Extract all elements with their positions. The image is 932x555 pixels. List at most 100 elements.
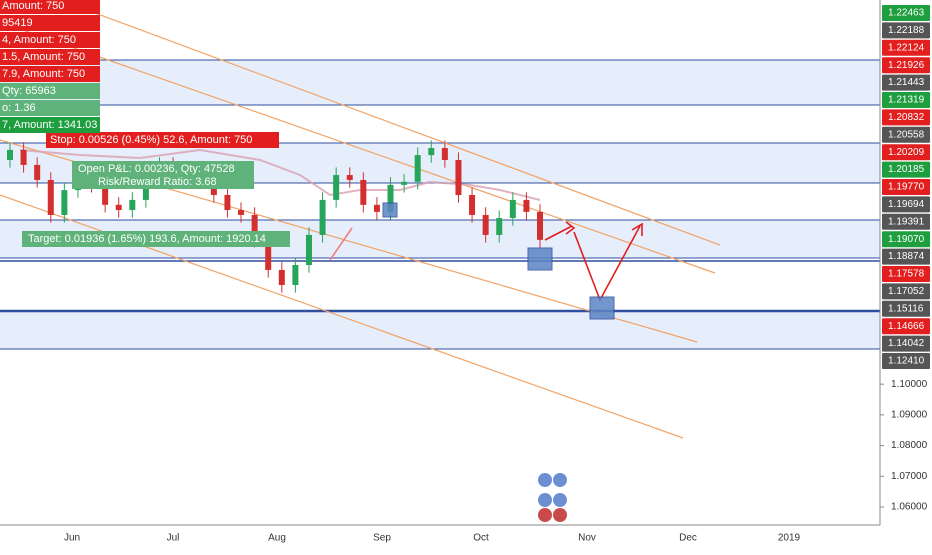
order-label: o: 1.36 [2,102,36,114]
price-label-bg [882,283,930,300]
x-tick-label: Sep [373,533,391,544]
price-label-bg [882,39,930,56]
order-labels: Amount: 750 95419 4, Amount: 750 1.5, Amoun… [0,0,100,133]
price-label-bg [882,196,930,213]
candle-body [482,214,489,235]
price-label: 1.15116 [888,303,924,314]
stop-label: Stop: 0.00526 (0.45%) 52.6, Amount: 750 [50,134,252,146]
marker-box [589,296,615,320]
y-tick-label: 1.08000 [891,440,928,451]
order-label-bg [0,32,100,48]
candle-body [428,148,435,156]
event-icon [538,508,552,522]
order-label: 1.5, Amount: 750 [2,51,85,63]
stop-label-bg [46,132,279,148]
candle-body [251,214,258,240]
x-tick-label: Jun [64,533,80,544]
price-label-bg [882,109,930,126]
order-label-bg [0,0,100,14]
candle-body [129,199,136,211]
price-label-bg [882,179,930,195]
event-icon [553,473,567,487]
candle-body [292,265,299,285]
event-icon [553,508,567,522]
price-label: 1.17052 [888,286,925,297]
candle-body [61,190,68,215]
y-tick-label: 1.09000 [891,410,928,421]
candle-body [496,218,503,235]
axis-labels: 1.10000 1.09000 1.08000 1.07000 1.06000 1.224… [64,5,930,544]
candle-body [224,195,231,211]
price-label-bg [882,74,930,91]
arrow [544,225,573,241]
price-label: 1.18874 [888,251,925,262]
price-label-bg [882,353,930,369]
candle-body [319,199,326,235]
candle-body [360,179,367,205]
pnl-label-bg [72,161,254,189]
candle-body [20,149,27,165]
arrow-head [565,221,576,235]
event-icon [538,473,552,487]
marker-box [527,247,553,271]
event-icon [553,493,567,507]
target-label-bg [22,231,290,247]
arrow [329,227,353,261]
price-label: 1.20558 [888,129,925,140]
price-label-bg [882,335,930,352]
moving-average [19,148,541,201]
price-label-bg [882,22,930,39]
candle-body [34,164,41,180]
order-label-bg [0,66,100,82]
price-label: 1.21443 [888,77,925,88]
channel-line [59,0,721,246]
candle-body [102,184,109,205]
price-label: 1.21926 [888,60,925,71]
candle-body [523,199,530,212]
candle-body [238,210,245,215]
candle-body [7,149,13,160]
price-label: 1.14042 [888,338,925,349]
candle-body [373,204,380,212]
price-label: 1.22188 [888,25,925,36]
order-label: 4, Amount: 750 [2,34,76,46]
price-label-bg [882,266,930,282]
candle-body [305,234,312,266]
price-label: 1.22124 [888,42,925,53]
price-label-bg [882,318,930,335]
price-label: 1.19770 [888,182,925,193]
candle-body [346,175,353,180]
order-label: 7, Amount: 1341.03 [2,119,97,131]
price-label: 1.20209 [888,147,925,158]
x-tick-label: 2019 [778,533,801,544]
candle-body [265,239,272,270]
candle-body [278,269,285,285]
arrow-head [631,222,643,236]
price-label: 1.22463 [888,8,925,19]
price-label-bg [882,5,930,21]
price-label-bg [882,144,930,161]
price-label-bg [882,57,930,74]
price-label-bg [882,213,930,230]
order-label: 95419 [2,17,33,29]
candle-body [537,211,543,240]
price-label-bg [882,248,930,265]
zone [0,60,880,105]
price-label-bg [882,126,930,143]
price-label-bg [882,300,930,317]
price-label: 1.20185 [888,164,925,175]
order-label: 7.9, Amount: 750 [2,68,85,80]
candle-body [47,179,54,215]
price-label-bg [882,92,930,108]
price-label-bg [882,231,930,248]
y-tick-label: 1.06000 [891,502,928,513]
price-label: 1.19070 [888,234,925,245]
price-label: 1.12410 [888,356,925,367]
zones [0,60,880,349]
candle-body [469,195,476,215]
price-label: 1.17578 [888,269,925,280]
candle-body [333,175,340,200]
channel-line [0,21,716,274]
candle-body [414,155,421,182]
